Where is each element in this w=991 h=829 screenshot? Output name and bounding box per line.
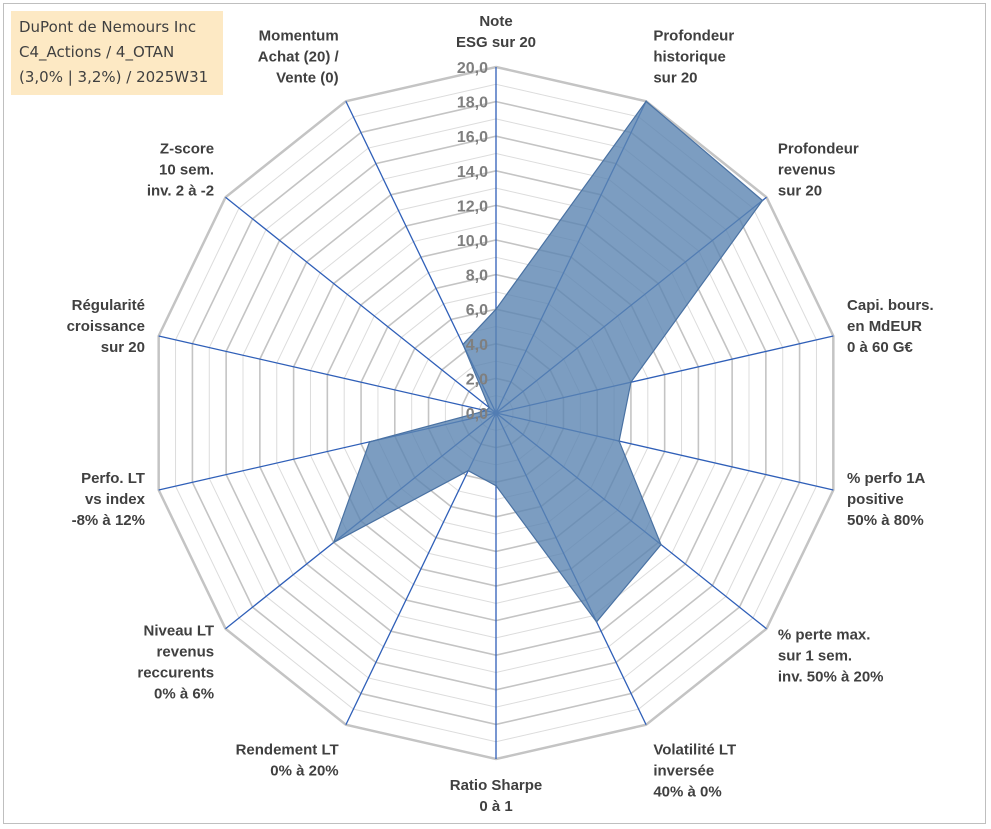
radial-tick-label: 14,0 xyxy=(457,164,488,181)
radial-tick-label: 8,0 xyxy=(466,268,488,285)
data-point xyxy=(595,621,598,623)
data-point xyxy=(495,308,497,311)
radial-tick-label: 18,0 xyxy=(457,95,488,112)
data-point xyxy=(485,409,487,412)
axis-spoke xyxy=(158,335,497,414)
radial-tick-label: 4,0 xyxy=(466,337,488,354)
radial-tick-label: 16,0 xyxy=(457,129,488,146)
category-label: Perfo. LT vs index -8% à 12% xyxy=(72,470,146,529)
data-point xyxy=(467,469,470,472)
title-line-3: (3,0% | 3,2%) / 2025W31 xyxy=(19,68,209,86)
radial-tick-label: 0,0 xyxy=(466,406,488,423)
category-label: Niveau LT revenus reccurents 0% à 6% xyxy=(137,622,214,702)
radial-tick-label: 10,0 xyxy=(457,233,488,250)
axis-spoke xyxy=(225,196,497,414)
data-point xyxy=(488,406,491,409)
data-point xyxy=(495,484,497,487)
category-label: Capi. bours. en MdEUR 0 à 60 G€ xyxy=(847,297,934,356)
data-point xyxy=(618,440,620,442)
category-label: Profondeur revenus sur 20 xyxy=(778,141,859,200)
data-point xyxy=(368,441,371,443)
data-point xyxy=(332,541,335,544)
category-label: Note ESG sur 20 xyxy=(456,13,536,51)
category-label: % perte max. sur 1 sem. inv. 50% à 20% xyxy=(778,626,884,685)
data-point xyxy=(761,199,764,202)
data-point xyxy=(660,543,662,546)
radial-tick-label: 2,0 xyxy=(466,371,488,388)
radial-tick-label: 12,0 xyxy=(457,198,488,215)
category-label: % perfo 1A positive 50% à 80% xyxy=(847,470,926,529)
title-line-1: DuPont de Nemours Inc xyxy=(19,18,197,36)
category-label: Rendement LT 0% à 20% xyxy=(236,742,339,780)
category-label: Ratio Sharpe 0 à 1 xyxy=(450,777,543,815)
category-label: Z-score 10 sem. inv. 2 à -2 xyxy=(147,141,214,200)
category-label: Volatilité LT inversée 40% à 0% xyxy=(653,742,736,801)
radial-tick-label: 20,0 xyxy=(457,60,488,77)
radial-tick-label: 6,0 xyxy=(466,302,488,319)
category-label: Momentum Achat (20) / Vente (0) xyxy=(258,27,340,86)
category-label: Régularité croissance sur 20 xyxy=(67,297,145,356)
data-series-area xyxy=(332,100,764,623)
data-point xyxy=(630,381,632,384)
chart-title-box: DuPont de Nemours Inc C4_Actions / 4_OTA… xyxy=(11,11,223,95)
category-label: Profondeur historique sur 20 xyxy=(653,27,734,86)
data-point xyxy=(462,343,464,346)
title-line-2: C4_Actions / 4_OTAN xyxy=(19,43,175,61)
data-point xyxy=(645,100,647,103)
